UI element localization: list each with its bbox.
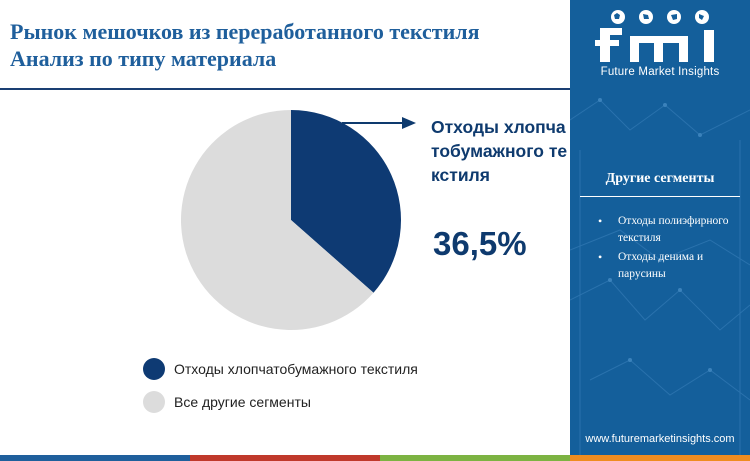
other-segments-heading: Другие сегменты <box>605 171 715 186</box>
list-item: Отходы полиэфирного текстиля <box>598 213 743 247</box>
legend-swatch-cotton <box>143 358 165 380</box>
title-line-2: Анализ по типу материала <box>10 46 277 71</box>
callout-arrow-icon <box>342 117 416 129</box>
logo-caption: Future Market Insights <box>600 66 720 78</box>
fmi-logo <box>595 10 714 62</box>
title-line-1: Рынок мешочков из переработанного тексти… <box>10 19 480 44</box>
callout-label: Отходы хлопчатобумажного текстиля <box>431 117 568 185</box>
stripe-segment-green <box>380 455 570 461</box>
other-segments-list: Отходы полиэфирного текстиля Отходы дени… <box>598 213 743 285</box>
side-panel: Future Market Insights Другие сегменты О… <box>570 0 750 461</box>
panel-divider <box>580 196 740 197</box>
list-item: Отходы денима и парусины <box>598 249 743 283</box>
stripe-segment-blue <box>0 455 190 461</box>
pie-slice-other <box>180 110 374 330</box>
legend-swatch-other <box>143 391 165 413</box>
legend-label: Все другие сегменты <box>174 394 311 410</box>
pie-chart <box>180 110 401 330</box>
pie-slice-cotton <box>291 110 401 293</box>
website-url: www.futuremarketinsights.com <box>585 433 735 445</box>
page-title: Рынок мешочков из переработанного тексти… <box>10 18 570 72</box>
stripe-segment-orange <box>570 455 750 461</box>
legend-label: Отходы хлопчатобумажного текстиля <box>174 361 418 377</box>
legend-item: Все другие сегменты <box>143 390 418 414</box>
stripe-segment-red <box>190 455 380 461</box>
chart-legend: Отходы хлопчатобумажного текстиля Все др… <box>143 357 418 423</box>
callout-value: 36,5% <box>433 225 527 262</box>
legend-item: Отходы хлопчатобумажного текстиля <box>143 357 418 381</box>
title-divider <box>0 88 570 90</box>
